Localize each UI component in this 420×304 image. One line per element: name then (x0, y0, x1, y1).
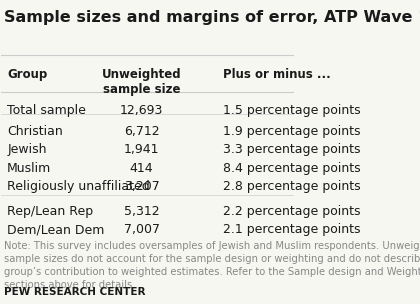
Text: PEW RESEARCH CENTER: PEW RESEARCH CENTER (4, 287, 146, 297)
Text: 1.9 percentage points: 1.9 percentage points (223, 125, 361, 138)
Text: 2.2 percentage points: 2.2 percentage points (223, 205, 361, 218)
Text: Sample sizes and margins of error, ATP Wave 143: Sample sizes and margins of error, ATP W… (4, 10, 420, 25)
Text: Unweighted
sample size: Unweighted sample size (102, 68, 181, 96)
Text: Plus or minus ...: Plus or minus ... (223, 68, 331, 81)
Text: 5,312: 5,312 (124, 205, 159, 218)
Text: Note: This survey includes oversamples of Jewish and Muslim respondents. Unweigh: Note: This survey includes oversamples o… (4, 241, 420, 290)
Text: 1.5 percentage points: 1.5 percentage points (223, 104, 361, 117)
Text: 2.1 percentage points: 2.1 percentage points (223, 223, 361, 236)
Text: 3,207: 3,207 (123, 180, 160, 193)
Text: Dem/Lean Dem: Dem/Lean Dem (7, 223, 105, 236)
Text: 8.4 percentage points: 8.4 percentage points (223, 162, 361, 174)
Text: 414: 414 (130, 162, 153, 174)
Text: 1,941: 1,941 (124, 143, 159, 156)
Text: Rep/Lean Rep: Rep/Lean Rep (7, 205, 93, 218)
Text: 3.3 percentage points: 3.3 percentage points (223, 143, 361, 156)
Text: 12,693: 12,693 (120, 104, 163, 117)
Text: Total sample: Total sample (7, 104, 86, 117)
Text: Group: Group (7, 68, 47, 81)
Text: Christian: Christian (7, 125, 63, 138)
Text: Muslim: Muslim (7, 162, 52, 174)
Text: 2.8 percentage points: 2.8 percentage points (223, 180, 361, 193)
Text: Religiously unaffiliated: Religiously unaffiliated (7, 180, 150, 193)
Text: 6,712: 6,712 (124, 125, 159, 138)
Text: 7,007: 7,007 (123, 223, 160, 236)
Text: Jewish: Jewish (7, 143, 47, 156)
